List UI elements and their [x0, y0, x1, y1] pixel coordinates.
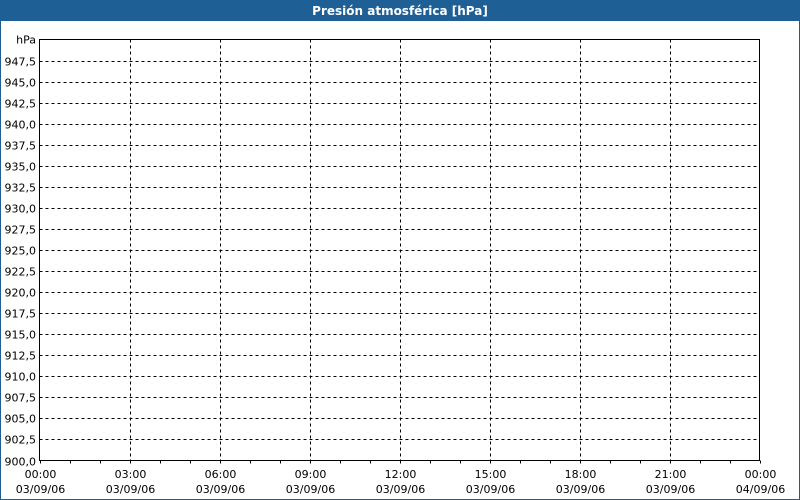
x-tick-time: 18:00 [565, 468, 597, 481]
x-tick-date: 03/09/06 [286, 483, 335, 496]
y-tick-label: 945,0 [5, 77, 37, 90]
y-tick-label: 930,0 [5, 203, 37, 216]
x-tick-time: 09:00 [295, 468, 327, 481]
plot-area-border [39, 39, 760, 461]
y-tick-label: 940,0 [5, 119, 37, 132]
y-tick-label: 915,0 [5, 329, 37, 342]
y-tick-label: 910,0 [5, 371, 37, 384]
y-tick-label: 927,5 [5, 224, 37, 237]
x-tick-date: 03/09/06 [646, 483, 695, 496]
y-tick-label: 942,5 [5, 98, 37, 111]
y-tick-label: 925,0 [5, 245, 37, 258]
y-tick-label: 922,5 [5, 266, 37, 279]
x-tick-time: 00:00 [745, 468, 777, 481]
x-tick-time: 00:00 [25, 468, 57, 481]
x-tick-time: 21:00 [655, 468, 687, 481]
y-tick-label: 912,5 [5, 350, 37, 363]
y-tick-label: 907,5 [5, 392, 37, 405]
y-tick-label: 917,5 [5, 308, 37, 321]
y-tick-label: 900,0 [5, 456, 37, 469]
x-tick-time: 03:00 [115, 468, 147, 481]
y-tick-label: 905,0 [5, 413, 37, 426]
x-tick-time: 15:00 [475, 468, 507, 481]
y-tick-label: 932,5 [5, 182, 37, 195]
x-tick-date: 03/09/06 [466, 483, 515, 496]
y-tick-label: 902,5 [5, 434, 37, 447]
chart-title: Presión atmosférica [hPa] [1, 1, 799, 21]
x-tick-date: 03/09/06 [556, 483, 605, 496]
y-axis-label: hPa [16, 34, 36, 47]
x-tick-time: 06:00 [205, 468, 237, 481]
x-tick-date: 03/09/06 [16, 483, 65, 496]
y-tick-label: 935,0 [5, 161, 37, 174]
x-tick-time: 12:00 [385, 468, 417, 481]
y-tick-label: 947,5 [5, 56, 37, 69]
y-tick-label: 920,0 [5, 287, 37, 300]
x-tick-date: 03/09/06 [376, 483, 425, 496]
x-tick-date: 04/09/06 [736, 483, 785, 496]
x-tick-date: 03/09/06 [106, 483, 155, 496]
y-tick-label: 937,5 [5, 140, 37, 153]
x-tick-date: 03/09/06 [196, 483, 245, 496]
